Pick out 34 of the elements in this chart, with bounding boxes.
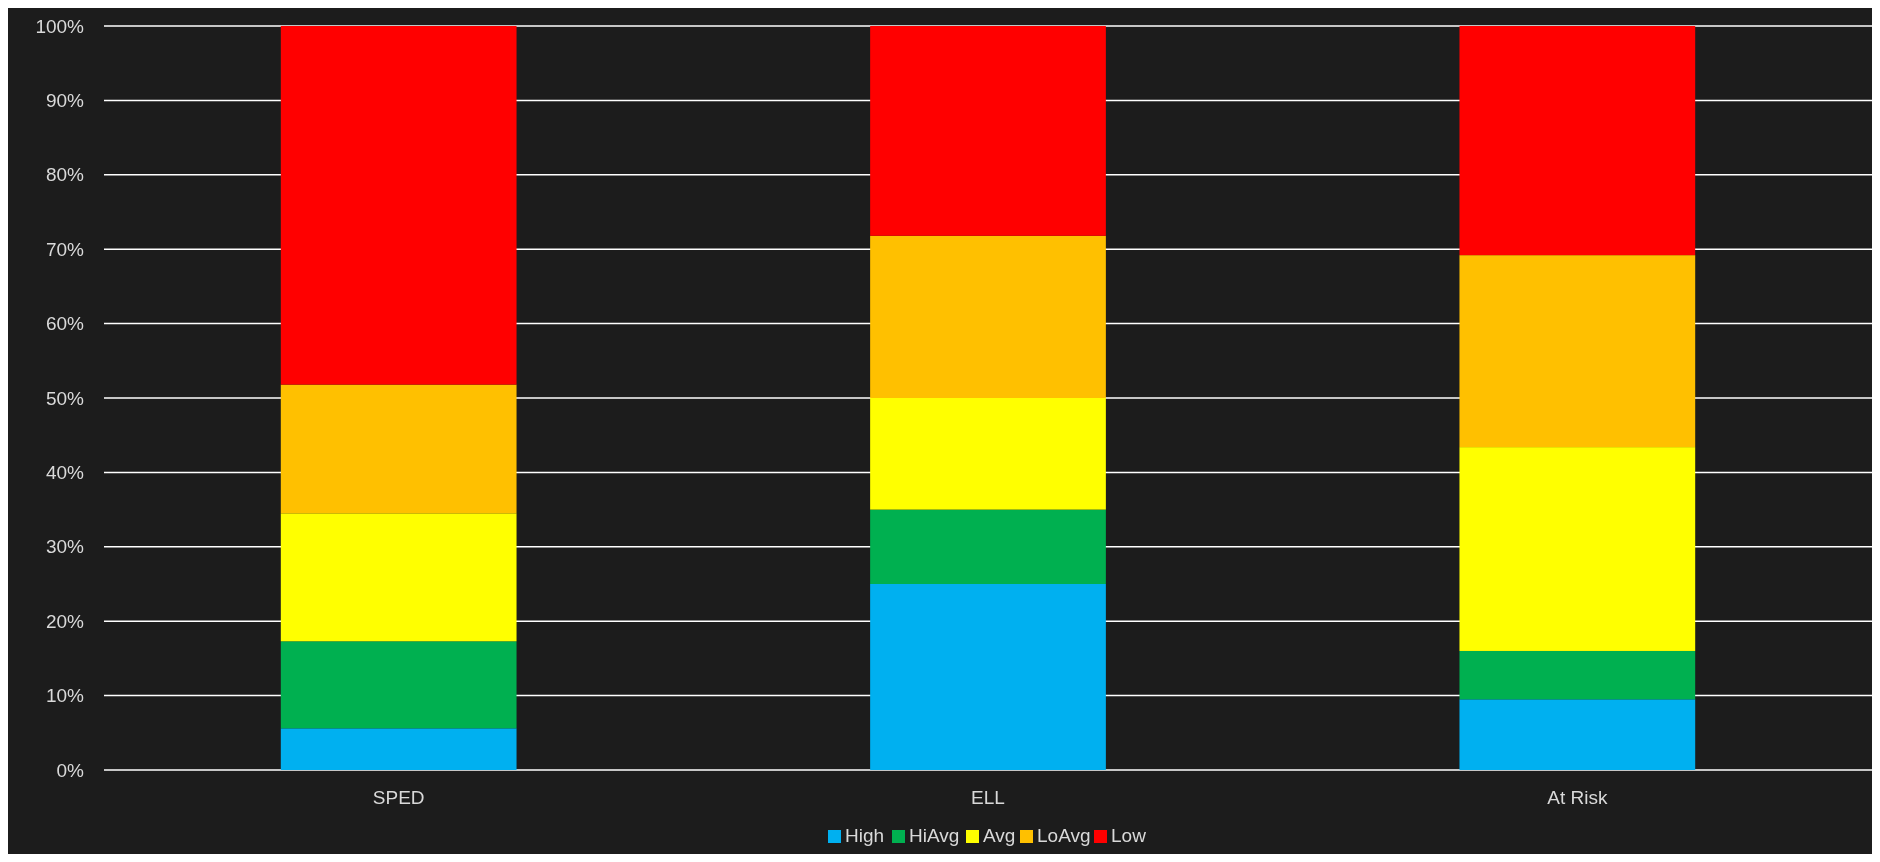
y-tick-label: 90% <box>45 90 85 112</box>
bar <box>1459 26 1696 256</box>
x-tick-label: ELL <box>971 787 1005 808</box>
bar <box>280 384 517 514</box>
y-tick-label: 20% <box>45 610 85 632</box>
bar <box>870 398 1106 510</box>
legend-label: High <box>845 825 885 846</box>
bar <box>280 26 517 385</box>
bar <box>1459 699 1696 770</box>
bar <box>870 509 1106 584</box>
legend-label: Avg <box>983 825 1016 846</box>
x-tick-label: At Risk <box>1547 787 1608 808</box>
y-tick-label: 30% <box>45 536 85 558</box>
bar <box>870 26 1106 236</box>
y-tick-label: 0% <box>56 759 85 781</box>
y-tick-label: 60% <box>45 313 85 335</box>
y-tick-label: 10% <box>45 685 85 707</box>
y-tick-label: 100% <box>35 15 85 37</box>
y-tick-label: 80% <box>45 164 85 186</box>
bar <box>870 235 1106 398</box>
legend-label: LoAvg <box>1037 825 1091 846</box>
legend-label: Low <box>1111 825 1147 846</box>
bar <box>1459 447 1696 651</box>
x-tick-label: SPED <box>372 787 425 808</box>
y-tick-label: 70% <box>45 238 85 260</box>
bar <box>870 584 1106 770</box>
legend-label: HiAvg <box>909 825 960 846</box>
y-tick-label: 50% <box>45 387 85 409</box>
bar <box>1459 650 1696 700</box>
y-tick-label: 40% <box>45 462 85 484</box>
bar <box>280 513 517 642</box>
bar <box>280 641 517 729</box>
bar <box>1459 255 1696 448</box>
bar <box>280 728 517 770</box>
